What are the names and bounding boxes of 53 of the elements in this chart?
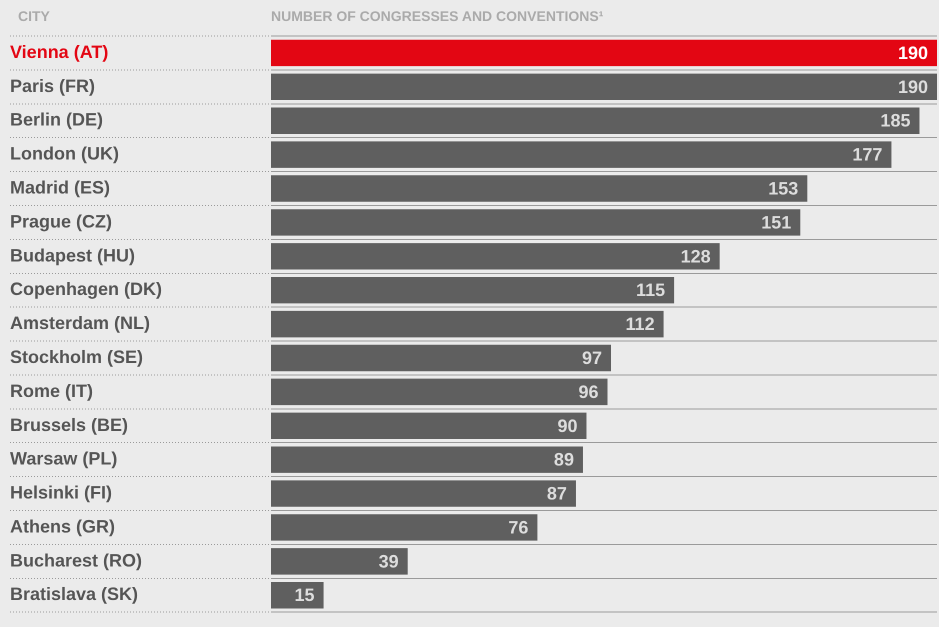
y-tick-label: Vienna (AT) (10, 42, 108, 62)
y-tick-label: Bratislava (SK) (10, 584, 138, 604)
y-tick-label: Helsinki (FI) (10, 482, 112, 503)
y-tick-label: Bucharest (RO) (10, 550, 142, 570)
y-tick-label: Rome (IT) (10, 380, 93, 401)
bar (271, 480, 576, 507)
data-label: 112 (626, 314, 655, 334)
bar (271, 243, 720, 270)
bar (271, 582, 324, 608)
y-tick-label: Berlin (DE) (10, 110, 104, 130)
data-label: 151 (761, 212, 792, 232)
data-label: 96 (578, 382, 599, 402)
data-label: 185 (880, 110, 910, 131)
data-label: 190 (898, 42, 928, 63)
bar (271, 514, 538, 541)
data-label: 97 (582, 348, 602, 368)
data-label: 190 (898, 76, 928, 97)
y-tick-label: Madrid (ES) (10, 177, 110, 198)
bar (271, 175, 808, 202)
y-tick-label: Copenhagen (DK) (10, 279, 162, 300)
bar (271, 310, 664, 338)
data-label: 15 (294, 585, 315, 606)
bar (271, 446, 583, 473)
data-label: 89 (554, 450, 574, 470)
y-tick-label: Warsaw (PL) (10, 448, 118, 469)
bar (271, 209, 800, 236)
y-axis-title: CITY (18, 8, 51, 24)
y-tick-label: Amsterdam (NL) (10, 313, 150, 334)
bar (271, 378, 608, 406)
bar (271, 108, 920, 134)
data-label: 39 (378, 551, 399, 572)
data-label: 76 (508, 517, 528, 538)
y-tick-label: Budapest (HU) (10, 245, 136, 266)
bar (271, 412, 586, 439)
bar (271, 74, 937, 100)
bar (271, 276, 674, 304)
y-tick-label: Paris (FR) (10, 76, 96, 96)
data-label: 115 (636, 280, 666, 300)
bar (271, 548, 408, 575)
data-label: 87 (546, 484, 567, 504)
bar (271, 40, 937, 66)
bar (271, 344, 612, 372)
y-tick-label: London (UK) (10, 144, 119, 164)
y-tick-label: Stockholm (SE) (10, 346, 144, 367)
data-label: 177 (852, 144, 882, 165)
data-label: 90 (557, 416, 578, 436)
bar (271, 141, 892, 168)
y-tick-label: Athens (GR) (10, 516, 115, 536)
y-tick-label: Prague (CZ) (10, 211, 112, 232)
x-axis-title: NUMBER OF CONGRESSES AND CONVENTIONS¹ (271, 8, 604, 24)
data-label: 153 (768, 178, 798, 198)
data-label: 128 (680, 246, 711, 266)
y-tick-label: Brussels (BE) (10, 414, 128, 435)
